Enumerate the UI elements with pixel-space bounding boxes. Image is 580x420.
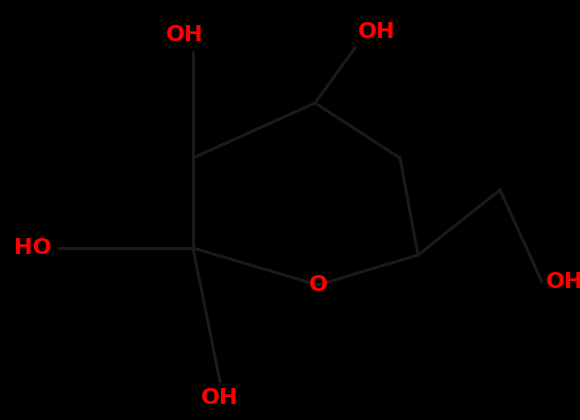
Text: OH: OH: [546, 272, 580, 292]
Text: OH: OH: [201, 388, 239, 408]
Text: HO: HO: [14, 238, 52, 258]
Text: O: O: [309, 275, 328, 295]
Text: OH: OH: [358, 22, 396, 42]
Text: OH: OH: [166, 25, 204, 45]
